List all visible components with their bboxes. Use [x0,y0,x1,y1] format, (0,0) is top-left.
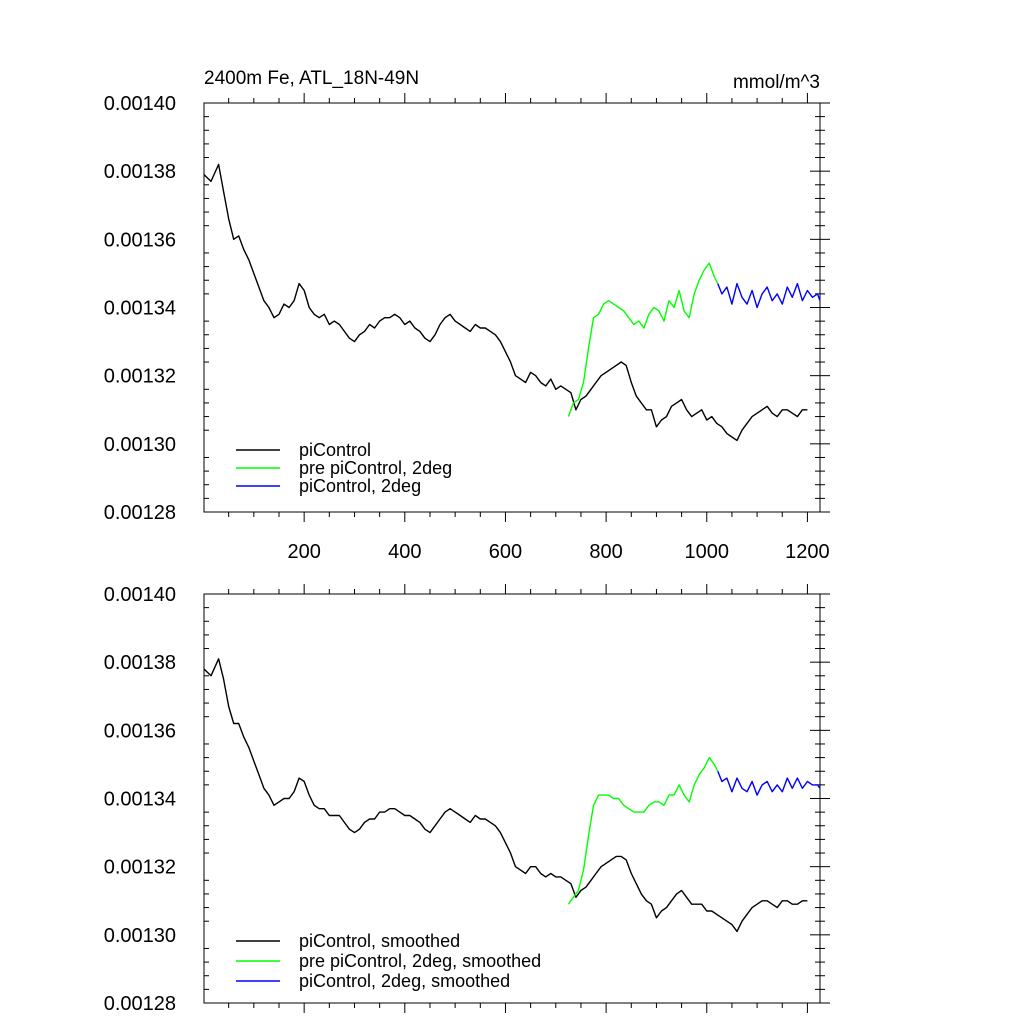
legend-label: piControl [299,440,371,460]
y-tick-label: 0.00128 [104,502,176,524]
series-line-2 [567,262,719,417]
units-label: mmol/m^3 [733,72,820,93]
legend-label: pre piControl, 2deg, smoothed [299,951,541,971]
x-tick-label: 1000 [685,541,730,563]
x-tick-label: 400 [388,541,421,563]
y-tick-label: 0.00132 [104,366,176,388]
series-line-2 [567,756,719,905]
y-tick-label: 0.00134 [104,789,176,811]
legend-label: piControl, 2deg, smoothed [299,971,510,991]
legend-label: pre piControl, 2deg [299,458,452,478]
plot-frame [203,102,821,513]
x-tick-label: 600 [489,541,522,563]
y-tick-label: 0.00138 [104,161,176,183]
legend-label: piControl, 2deg [299,476,421,496]
y-tick-label: 0.00136 [104,720,176,742]
x-tick-label: 200 [287,541,320,563]
series-line-1 [203,163,808,442]
axes: 200 400 600 800 1000 1200 0.00128 0.00130 0.0013… [104,93,830,563]
x-tick-label: 800 [589,541,622,563]
y-tick-label: 0.00134 [104,298,176,320]
series-layer [203,658,821,933]
x-tick-label: 1200 [785,541,830,563]
y-tick-label: 0.00140 [104,584,176,606]
panel-bottom: 0.00128 0.00130 0.00132 0.00134 0.00136 0.001… [104,584,830,1015]
series-line-3 [717,770,821,796]
chart-title: 2400m Fe, ATL_18N-49N [204,68,419,89]
panel-top: 2400m Fe, ATL_18N-49N mmol/m^3 200 400 600… [104,68,830,563]
legend-label: piControl, smoothed [299,931,460,951]
y-tick-label: 0.00136 [104,229,176,251]
y-tick-label: 0.00140 [104,93,176,115]
series-line-1 [203,658,808,933]
series-layer [203,163,821,442]
y-tick-label: 0.00128 [104,993,176,1015]
y-tick-label: 0.00138 [104,652,176,674]
y-tick-label: 0.00130 [104,925,176,947]
plot-frame [203,593,821,1004]
y-tick-label: 0.00130 [104,434,176,456]
y-tick-label: 0.00132 [104,857,176,879]
axes: 0.00128 0.00130 0.00132 0.00134 0.00136 0.001… [104,584,830,1015]
series-line-3 [717,282,821,309]
